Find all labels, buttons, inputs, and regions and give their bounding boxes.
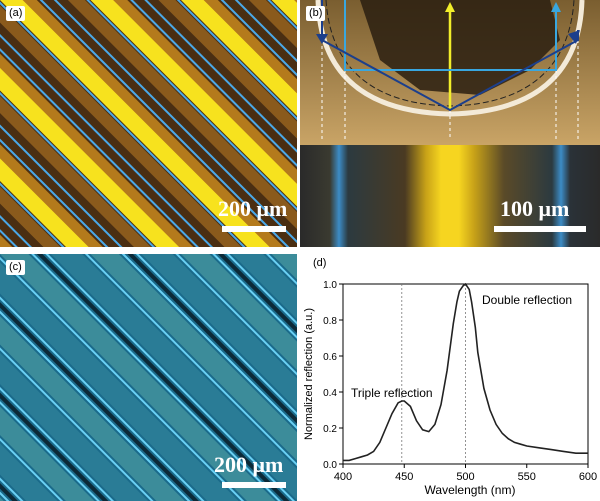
panel-a-label: (a) [6,6,26,21]
x-tick-label: 550 [518,471,536,483]
y-axis-label: Normalized reflection (a.u.) [303,308,315,440]
panel-a-scale-bar [222,226,286,232]
panel-b: (b) 100 μm [300,0,600,247]
x-axis-label: Wavelength (nm) [425,483,516,497]
annotation-double-reflection: Double reflection [482,293,572,307]
panel-c-scale-bar [222,482,286,488]
y-tick-label: 0.6 [323,352,337,363]
panel-b-sem-image [300,0,600,247]
x-tick-label: 500 [456,471,474,483]
annotation-triple-reflection: Triple reflection [351,386,433,400]
y-tick-label: 0.2 [323,424,337,435]
panel-b-label: (b) [306,6,326,21]
panel-c-scale-label: 200 μm [214,452,284,477]
panel-a-micrograph [0,0,297,247]
reflection-spectrum-chart: 400 450 500 550 600 0.0 0.2 0.4 0.6 0.8 1.0 Wavele… [303,280,597,497]
x-tick-label: 600 [579,471,597,483]
panel-c: (c) 200 μm [0,254,297,501]
panel-c-label: (c) [6,260,25,275]
panel-b-scale-bar [494,226,586,232]
spectrum-line [343,282,588,462]
y-tick-label: 0.8 [323,316,337,327]
panel-b-scale-label: 100 μm [500,196,570,221]
y-tick-label: 1.0 [323,280,337,291]
panel-d: (d) 400 450 500 550 600 0.0 0.2 0.4 0.6 0.8 1.0 Wa… [300,254,600,501]
panel-c-micrograph [0,254,297,501]
panel-a-scale-label: 200 μm [218,196,288,221]
panel-d-label: (d) [310,256,330,271]
x-tick-label: 450 [395,471,413,483]
y-tick-label: 0.0 [323,460,337,471]
x-tick-label: 400 [334,471,352,483]
y-tick-label: 0.4 [323,388,337,399]
panel-a: (a) 200 μm [0,0,297,247]
